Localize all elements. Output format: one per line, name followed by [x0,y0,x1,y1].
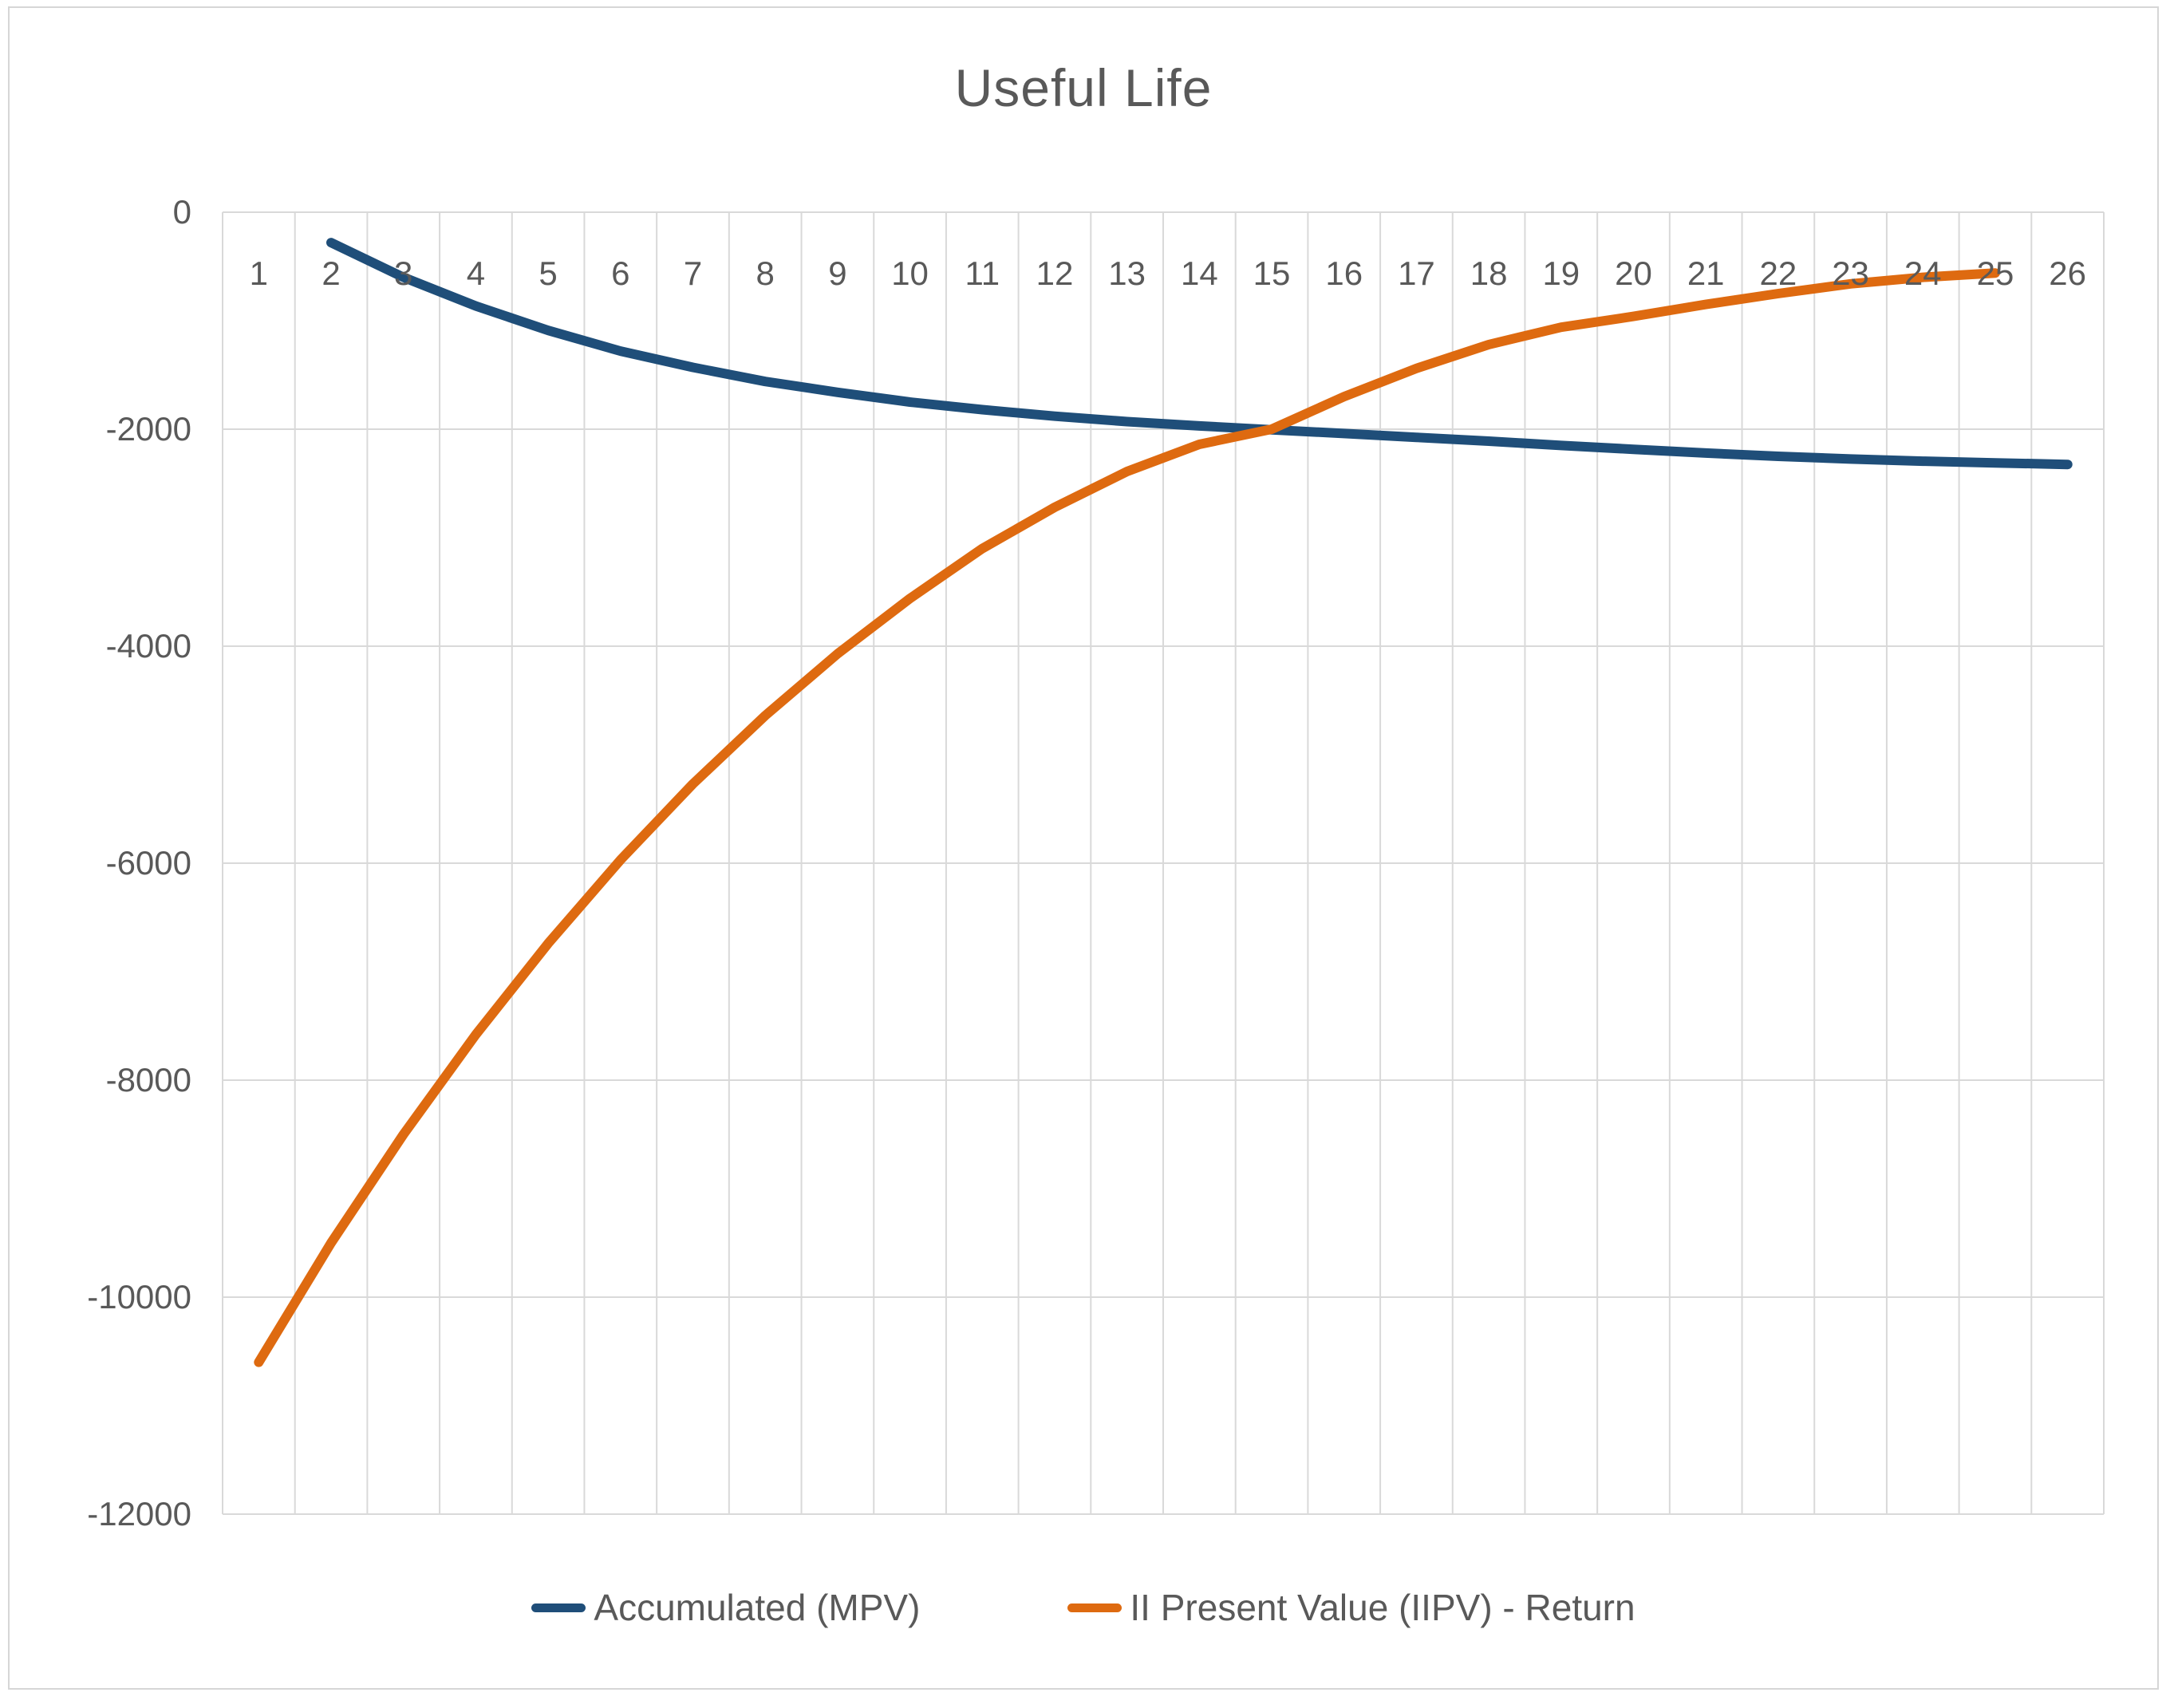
x-axis-tick-label: 2 [322,254,341,292]
y-axis-tick-label: -4000 [105,627,191,665]
x-axis-tick-label: 10 [891,254,929,292]
x-axis-tick-label: 20 [1615,254,1652,292]
legend-item-iipv-return: II Present Value (IIPV) - Return [1067,1586,1635,1629]
gridlines [222,211,2105,1515]
y-axis-tick-label: 0 [172,193,191,231]
chart-title: Useful Life [954,58,1213,117]
series-line-ii-present-value-iipv-return [254,268,2000,1367]
plot-area [222,211,2105,1515]
x-axis-tick-label: 16 [1325,254,1363,292]
y-axis-tick-label: -12000 [87,1495,191,1532]
x-axis-tick-label: 11 [965,254,1000,292]
x-axis-tick-label: 19 [1542,254,1580,292]
y-axis-tick-label: -10000 [87,1278,191,1316]
x-axis-tick-label: 5 [539,254,558,292]
legend-line-swatch-blue-icon [531,1603,586,1612]
x-axis-tick-label: 21 [1687,254,1725,292]
x-axis-tick-label: 6 [611,254,630,292]
x-axis-tick-label: 8 [756,254,775,292]
x-axis-tick-label: 24 [1904,254,1942,292]
x-axis-tick-label: 14 [1180,254,1218,292]
legend-label: Accumulated (MPV) [594,1587,921,1628]
x-axis-tick-label: 13 [1108,254,1146,292]
x-axis-tick-label: 3 [394,254,413,292]
series-lines [254,238,2073,1367]
x-axis-tick-label: 9 [828,254,847,292]
chart-frame: Useful Life 0 -2000 -4000 -6000 -8000 -10000 -… [8,6,2159,1690]
y-axis-tick-label: -2000 [105,410,191,448]
x-axis-tick-label: 18 [1470,254,1508,292]
x-axis-tick-label: 4 [466,254,486,292]
y-axis-tick-label: -6000 [105,844,191,882]
x-axis-tick-label: 25 [1976,254,2014,292]
series-line-accumulated-mpv [326,238,2073,470]
x-axis-tick-label: 22 [1759,254,1797,292]
y-axis-tick-label: -8000 [105,1061,191,1099]
legend-label: II Present Value (IIPV) - Return [1130,1587,1635,1628]
x-axis-tick-label: 1 [249,254,269,292]
x-axis-tick-label: 12 [1036,254,1074,292]
legend-item-accumulated-mpv: Accumulated (MPV) [531,1586,920,1629]
x-axis-tick-label: 26 [2049,254,2086,292]
x-axis-tick-label: 15 [1253,254,1291,292]
legend: Accumulated (MPV) II Present Value (IIPV… [10,1581,2157,1634]
x-axis-tick-label: 17 [1398,254,1435,292]
x-axis-tick-label: 23 [1832,254,1869,292]
x-axis-tick-label: 7 [683,254,703,292]
legend-line-swatch-orange-icon [1067,1603,1122,1612]
